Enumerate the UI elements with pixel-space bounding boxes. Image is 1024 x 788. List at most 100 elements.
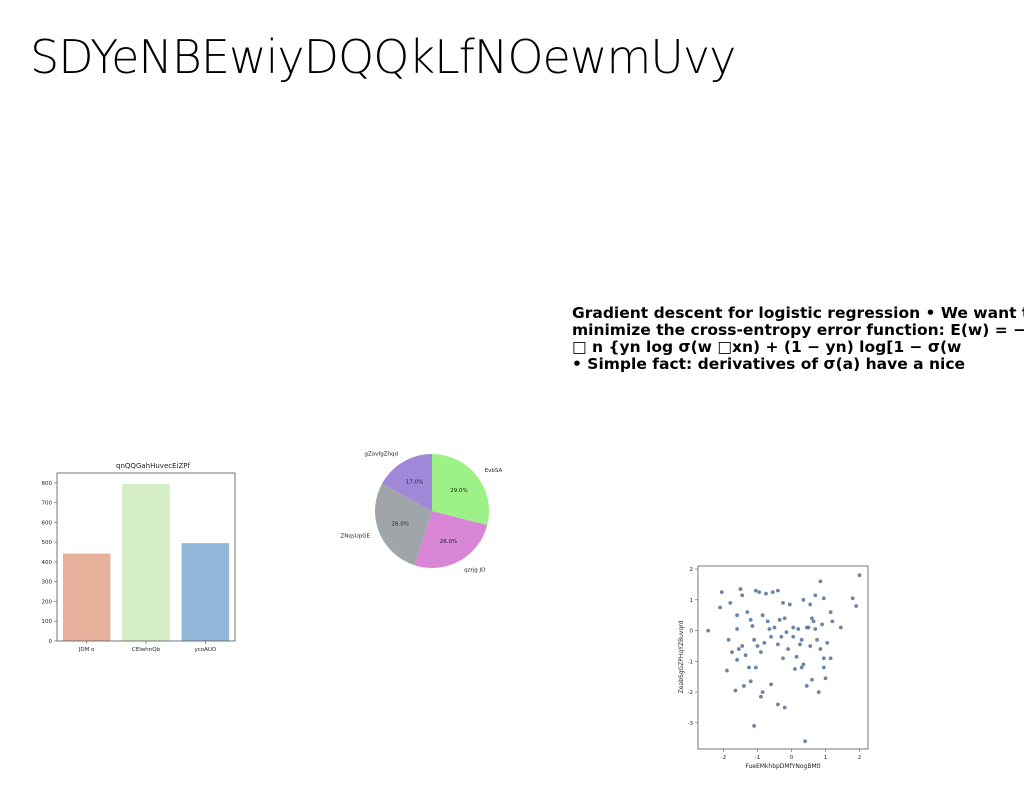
scatter-point: [760, 613, 765, 618]
bar-category-label: JDM o: [78, 647, 95, 653]
scatter-ytick-label: 0: [690, 629, 694, 635]
scatter-point: [728, 601, 733, 605]
scatter-point: [781, 656, 785, 661]
scatter-point: [787, 602, 792, 607]
pie-pct-label: 29.0%: [450, 488, 467, 494]
bar-ytick-label: 0: [49, 639, 53, 645]
scatter-point: [740, 593, 745, 598]
bar-ytick-label: 600: [42, 520, 53, 526]
scatter-point: [816, 690, 821, 695]
scatter-ytick-label: 2: [690, 567, 694, 573]
scatter-point: [821, 596, 826, 601]
scatter-point: [725, 668, 729, 673]
scatter-point: [796, 627, 801, 631]
scatter-point: [803, 739, 807, 744]
scatter-point: [830, 619, 835, 624]
scatter-point: [748, 679, 753, 684]
pie-category-label: gZavfgZhqd: [364, 452, 398, 458]
scatter-point: [777, 617, 782, 622]
scatter-point: [752, 724, 756, 728]
scatter-point: [782, 705, 787, 710]
scatter-point: [753, 665, 758, 670]
scatter-point: [747, 665, 751, 670]
scatter-xlabel: FueEMkhbpDMfYNogBMtl: [745, 763, 821, 770]
pie-chart: 29.0% EvbSA 26.0% qzrjg JO 28.0% ZNqsUpGE 17.0…: [340, 452, 503, 574]
scatter-point: [786, 647, 790, 651]
bar-category-label: CEIwhnQb: [132, 647, 161, 653]
scatter-point: [735, 627, 739, 631]
scatter-point: [798, 642, 802, 647]
bar-ytick-label: 700: [42, 501, 53, 507]
bar-ytick-label: 500: [42, 540, 53, 546]
scatter-xtick-label: 0: [790, 755, 794, 761]
scatter-xtick-label: 1: [824, 755, 828, 761]
scatter-point: [850, 596, 855, 601]
bar-category-label: ycoAUO: [194, 647, 216, 653]
scatter-point: [808, 602, 813, 607]
scatter-point: [791, 634, 796, 639]
bar-1: [62, 553, 111, 641]
scatter-point: [738, 587, 743, 591]
bar-ytick-label: 800: [42, 481, 53, 487]
scatter-point: [857, 573, 862, 578]
scatter-point: [808, 644, 813, 648]
bar-3: [181, 543, 230, 641]
scatter-point: [743, 653, 748, 658]
bar-ytick-label: 100: [42, 619, 53, 625]
bar-chart-title: qnQQGahHuvecEiZPf: [116, 462, 190, 470]
scatter-point: [781, 601, 785, 605]
scatter-point: [799, 665, 804, 670]
scatter-point: [811, 619, 816, 624]
scatter-point: [760, 690, 765, 695]
bar-ytick-label: 400: [42, 560, 53, 566]
scatter-point: [776, 642, 780, 647]
scatter-point: [791, 625, 796, 630]
scatter-point: [770, 590, 775, 595]
scatter-point: [748, 617, 753, 622]
scatter-ylabel: ZeabSgGZPHqYZBuvqrd: [678, 620, 685, 693]
scatter-point: [801, 662, 806, 667]
scatter-point: [776, 702, 780, 707]
scatter-point: [813, 627, 818, 631]
bar-ytick-label: 200: [42, 599, 53, 605]
text-line-2: minimize the cross-entropy error functio…: [572, 321, 1024, 339]
scatter-point: [706, 628, 711, 633]
pie-category-label: EvbSA: [485, 468, 503, 474]
scatter-point: [854, 604, 858, 608]
scatter-ytick-label: -1: [688, 659, 693, 665]
scatter-ytick-label: 1: [690, 598, 694, 604]
pie-slice-2: [414, 511, 488, 568]
scatter-point: [779, 634, 784, 639]
scatter-point: [736, 647, 741, 651]
bar-2: [122, 483, 170, 641]
scatter-point: [810, 677, 814, 682]
pie-pct-label: 17.0%: [406, 480, 423, 486]
scatter-point: [828, 656, 833, 661]
bar-chart: qnQQGahHuvecEiZPf 0 100 200 300 400 500 600 700…: [42, 462, 236, 653]
scatter-point: [804, 684, 809, 688]
scatter-point: [735, 657, 739, 662]
scatter-point: [801, 597, 806, 602]
scatter-point: [759, 650, 763, 655]
scatter-point: [750, 624, 755, 628]
scatter-point: [752, 637, 756, 642]
scatter-point: [762, 640, 767, 645]
scatter-point: [794, 654, 799, 659]
scatter-point: [821, 656, 826, 661]
scatter-point: [776, 588, 780, 593]
scatter-point: [820, 622, 824, 627]
scatter-xtick-label: -2: [721, 755, 726, 761]
pie-category-label: qzrjg JO: [464, 567, 486, 573]
text-line-3: □ n {yn log σ(w □xn) + (1 − yn) log[1 − …: [572, 338, 962, 356]
text-line-1: Gradient descent for logistic regression…: [572, 305, 1024, 322]
scatter-point: [719, 590, 724, 595]
scatter-point: [745, 610, 750, 615]
scatter-point: [782, 616, 787, 621]
scatter-point: [765, 619, 770, 624]
scatter-point: [759, 694, 763, 699]
scatter-point: [806, 625, 811, 630]
scatter-point: [813, 593, 818, 598]
scatter-point: [757, 590, 762, 595]
scatter-plot-frame: [697, 565, 869, 750]
scatter-xtick-label: -1: [755, 755, 760, 761]
